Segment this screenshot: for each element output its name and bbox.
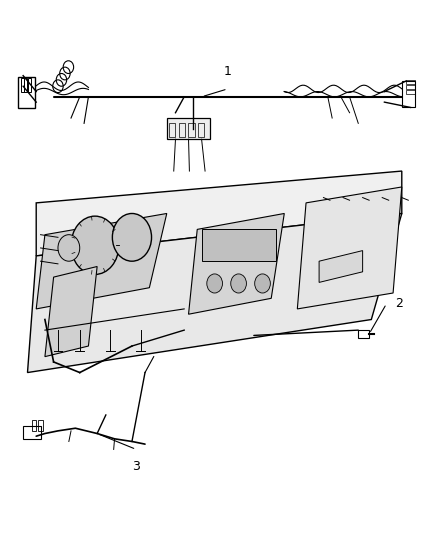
Bar [21, 78, 24, 92]
Circle shape [113, 214, 152, 261]
Circle shape [71, 216, 119, 274]
Bar [23, 425, 41, 439]
Bar [169, 123, 176, 136]
Text: 1: 1 [224, 65, 232, 78]
Bar [167, 118, 210, 139]
Circle shape [254, 274, 270, 293]
Polygon shape [188, 214, 284, 314]
Bar [188, 123, 194, 136]
Polygon shape [28, 214, 402, 373]
Bar [358, 330, 369, 338]
Bar [406, 91, 415, 94]
Bar [179, 123, 185, 136]
Bar [25, 78, 27, 92]
Polygon shape [319, 251, 363, 282]
Bar [402, 81, 415, 108]
Polygon shape [36, 214, 167, 309]
Text: 3: 3 [132, 460, 140, 473]
Polygon shape [45, 266, 97, 357]
Text: 2: 2 [395, 297, 403, 310]
Bar [28, 78, 31, 92]
Polygon shape [36, 171, 402, 256]
Circle shape [58, 235, 80, 261]
Bar [39, 420, 43, 431]
Circle shape [207, 274, 223, 293]
Bar [406, 80, 415, 84]
Bar [406, 85, 415, 89]
Bar [198, 123, 204, 136]
Polygon shape [297, 187, 402, 309]
Circle shape [231, 274, 247, 293]
Bar [201, 229, 276, 261]
Bar [32, 420, 36, 431]
